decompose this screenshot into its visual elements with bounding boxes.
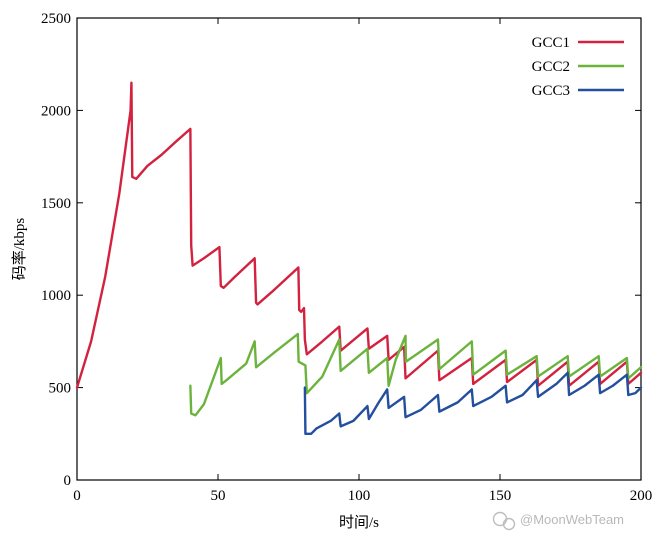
x-tick-label: 150 xyxy=(489,488,512,504)
y-tick-label: 2500 xyxy=(41,11,71,27)
y-tick-label: 1000 xyxy=(41,288,71,304)
watermark-text: @MoonWebTeam xyxy=(520,512,624,527)
legend-label-gcc1: GCC1 xyxy=(532,35,570,51)
wechat-icon-bubble-left xyxy=(492,511,508,527)
series-line-gcc1 xyxy=(75,81,643,389)
series-line-gcc3 xyxy=(303,371,643,435)
x-tick-label: 100 xyxy=(348,488,371,504)
x-tick-label: 0 xyxy=(73,488,81,504)
y-tick-label: 500 xyxy=(49,381,72,397)
legend-label-gcc3: GCC3 xyxy=(532,83,570,99)
series-lines xyxy=(75,81,643,435)
x-axis-title: 时间/s xyxy=(339,514,379,531)
y-tick-label: 2000 xyxy=(41,103,71,119)
legend: GCC1 GCC2 GCC3 xyxy=(532,35,624,99)
x-tick-label: 50 xyxy=(211,488,226,504)
watermark: @MoonWebTeam xyxy=(492,511,624,531)
wechat-icon xyxy=(492,511,516,531)
wechat-icon-bubble-right xyxy=(502,517,516,531)
series-line-gcc2 xyxy=(189,332,643,417)
legend-label-gcc2: GCC2 xyxy=(532,59,570,75)
y-tick-label: 0 xyxy=(64,473,72,489)
y-axis-title: 码率/kbps xyxy=(11,218,28,281)
x-tick-label: 200 xyxy=(630,488,653,504)
y-tick-label: 1500 xyxy=(41,196,71,212)
